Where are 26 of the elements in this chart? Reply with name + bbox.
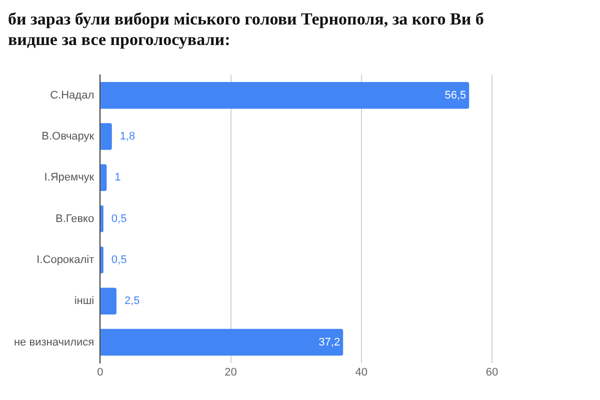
y-tick-label: В.Гевко (55, 212, 94, 225)
y-tick-label: І.Яремчук (44, 172, 94, 184)
y-tick-label: інші (74, 295, 94, 308)
data-label: 2,5 (124, 295, 140, 308)
bar (100, 123, 112, 150)
bar (100, 164, 107, 192)
data-label: 0,5 (111, 254, 127, 266)
data-label: 0,5 (111, 212, 127, 225)
x-tick-label: 0 (97, 366, 104, 378)
bar (100, 205, 104, 232)
bar (100, 246, 104, 274)
x-tick-label: 60 (486, 366, 498, 378)
x-tick-label: 40 (355, 366, 368, 378)
y-tick-label: В.Овчарук (42, 130, 94, 143)
data-label: 37,2 (318, 336, 340, 348)
bar (100, 82, 470, 109)
chart-title: би зараз були вибори міського голови Тернополя, за кого Ви б видше за все проголосували: (8, 10, 484, 49)
data-label: 56,5 (444, 89, 466, 102)
y-tick-label: І.Сорокаліт (36, 254, 94, 266)
bar (100, 328, 344, 356)
y-tick-label: не визначилися (14, 336, 94, 348)
x-tick-label: 20 (224, 366, 237, 378)
bar (100, 288, 116, 314)
data-label: 1 (114, 172, 121, 184)
y-tick-label: С.Надал (50, 89, 94, 102)
data-label: 1,8 (120, 130, 136, 143)
